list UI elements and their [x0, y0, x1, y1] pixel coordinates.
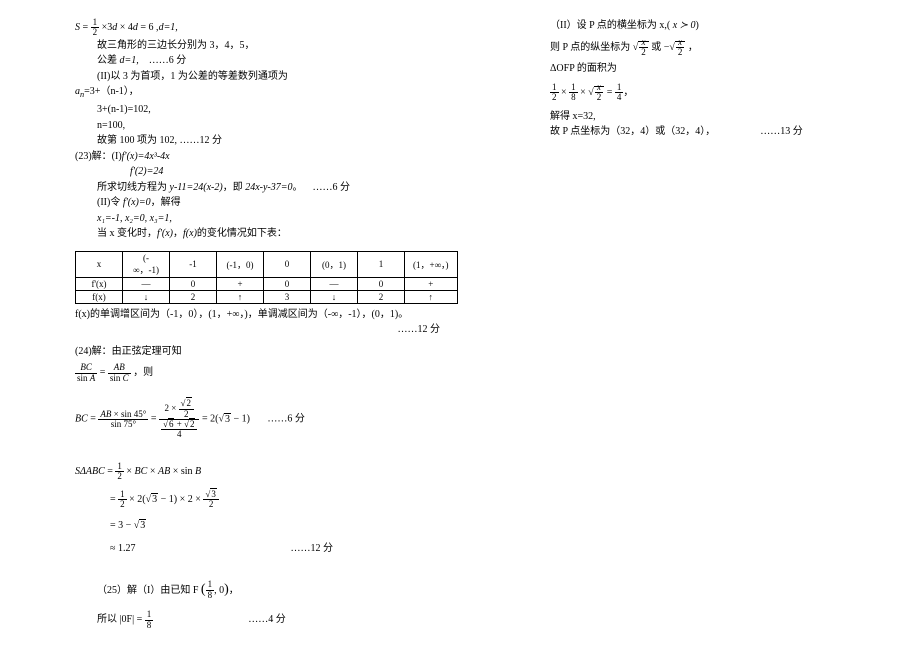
sarea-score: ……12 分 [291, 543, 334, 554]
approx: ≈ 1.27 [110, 543, 136, 554]
line-3n: 3+(n-1)=102, [75, 102, 450, 118]
cell: + [405, 277, 458, 290]
cell: (-1，0) [217, 251, 264, 277]
cell: (0，1) [311, 251, 358, 277]
q23-roots: x₁=-1, x₂=0, x₃=1, [75, 211, 450, 227]
table-row: x (-∞，-1) -1 (-1，0) 0 (0，1) 1 (1，+∞，) [76, 251, 458, 277]
q25-head-text: （25）解（I）由已知 F [97, 585, 198, 596]
r-line3: ΔOFP 的面积为 [550, 61, 880, 77]
q23-change: 当 x 变化时，f'(x)，f(x)的变化情况如下表： [75, 226, 450, 242]
cell: 2 [170, 290, 217, 303]
cell: ↓ [123, 290, 170, 303]
bc-eq: BC = AB × sin 45° sin 75° = 2 × √22 √6 +… [75, 399, 450, 440]
r-ans: 故 P 点坐标为（32，4）或（32，4）， ……13 分 [550, 124, 880, 140]
cell: 1 [358, 251, 405, 277]
frac-den: 8 [206, 591, 215, 600]
cell: 2 [358, 290, 405, 303]
frac-den: 2 [595, 93, 604, 102]
line-diff: 公差 d=1, ……6 分 [75, 53, 450, 69]
r-line2: 则 P 点的纵坐标为 √x2 或 −√x2 ， [550, 38, 880, 58]
cell: x [76, 251, 123, 277]
page-root: S = 12 ×3d × 4d = 6 ,d=1, 故三角形的三边长分别为 3，… [0, 0, 920, 640]
sarea-head: SΔABC = 12 × BC × AB × sin B [75, 462, 450, 482]
text: 则 P 点的纵坐标为 [550, 42, 630, 53]
cell: ↓ [311, 290, 358, 303]
frac-den: sin C [108, 374, 131, 383]
left-column: S = 12 ×3d × 4d = 6 ,d=1, 故三角形的三边长分别为 3，… [0, 0, 460, 640]
r-eq: 12 × 18 × √x2 = 14， [550, 83, 880, 103]
ans-text: 故 P 点坐标为（32，4）或（32，4）， [550, 126, 715, 137]
bc-score: ……6 分 [267, 414, 305, 425]
or: 或 [651, 42, 661, 53]
line-n100: n=100, [75, 118, 450, 134]
cell: — [311, 277, 358, 290]
r-solve: 解得 x=32, [550, 109, 880, 125]
cond: x ≻ 0 [673, 20, 696, 31]
cell: (1，+∞，) [405, 251, 458, 277]
q24-head: (24)解：由正弦定理可知 [75, 344, 450, 360]
table-row: f'(x) — 0 + 0 — 0 + [76, 277, 458, 290]
q23-head: (23)解：(I)f'(x)=4x³-4x [75, 149, 450, 165]
r-score: ……13 分 [760, 126, 803, 137]
r-line1: （II）设 P 点的横坐标为 x,( x ≻ 0) [550, 18, 880, 34]
q25-of-text: 所以 |0F| = [97, 615, 145, 626]
text: （II）设 P 点的横坐标为 x,( [550, 20, 673, 31]
tail: ，则 [133, 368, 153, 379]
frac-den: 8 [145, 621, 154, 630]
cell: 3 [264, 290, 311, 303]
frac-den: 2 [639, 48, 648, 57]
q25-score: ……4 分 [248, 615, 286, 626]
q25-head: （25）解（I）由已知 F (18, 0)， [75, 579, 450, 601]
cell: ↑ [217, 290, 264, 303]
tail: ， [688, 42, 698, 53]
right-column: （II）设 P 点的横坐标为 x,( x ≻ 0) 则 P 点的纵坐标为 √x2… [460, 0, 890, 640]
cell: 0 [170, 277, 217, 290]
neg: − [664, 42, 670, 53]
frac-den: 4 [615, 93, 624, 102]
line-100: 故第 100 项为 102, ……12 分 [75, 133, 450, 149]
cell: 0 [358, 277, 405, 290]
cell: f(x) [76, 290, 123, 303]
eq-s: S = 12 ×3d × 4d = 6 ,d=1, [75, 18, 450, 38]
sarea-line3: = 3 − √3 [75, 518, 450, 534]
line-ii: (II)以 3 为首项，1 为公差的等差数列通项为 [75, 69, 450, 85]
q25-of: 所以 |0F| = 18 ……4 分 [75, 610, 450, 630]
sarea-line4: ≈ 1.27 ……12 分 [75, 541, 450, 557]
frac-den: 8 [569, 93, 578, 102]
sarea-line2: = 12 × 2(√3 − 1) × 2 × √32 [75, 490, 450, 510]
frac-den: sin A [75, 374, 97, 383]
frac-den: 2 [550, 93, 559, 102]
q23-interval: f(x)的单调增区间为（-1，0），(1，+∞，)，单调减区间为（-∞，-1），… [75, 307, 450, 323]
cell: — [123, 277, 170, 290]
cell: f'(x) [76, 277, 123, 290]
line-sides: 故三角形的三边长分别为 3，4，5， [75, 38, 450, 54]
cell: 0 [264, 251, 311, 277]
q23-ii: (II)令 f'(x)=0，解得 [75, 195, 450, 211]
cell: 0 [264, 277, 311, 290]
variation-table: x (-∞，-1) -1 (-1，0) 0 (0，1) 1 (1，+∞，) f'… [75, 251, 458, 304]
line-an: an=3+（n-1）， [75, 84, 450, 102]
q23-score: ……12 分 [75, 322, 450, 338]
cell: (-∞，-1) [123, 251, 170, 277]
cell: -1 [170, 251, 217, 277]
q23-tangent: 所求切线方程为 y-11=24(x-2)，即 24x-y-37=0。 ……6 分 [75, 180, 450, 196]
tail: , 0 [214, 585, 224, 596]
text: ) [696, 20, 699, 31]
cell: + [217, 277, 264, 290]
table-row: f(x) ↓ 2 ↑ 3 ↓ 2 ↑ [76, 290, 458, 303]
q24-ratio: BCsin A = ABsin C ，则 [75, 363, 450, 383]
q23-f2: f'(2)=24 [75, 164, 450, 180]
cell: ↑ [405, 290, 458, 303]
frac-den: 2 [676, 48, 685, 57]
